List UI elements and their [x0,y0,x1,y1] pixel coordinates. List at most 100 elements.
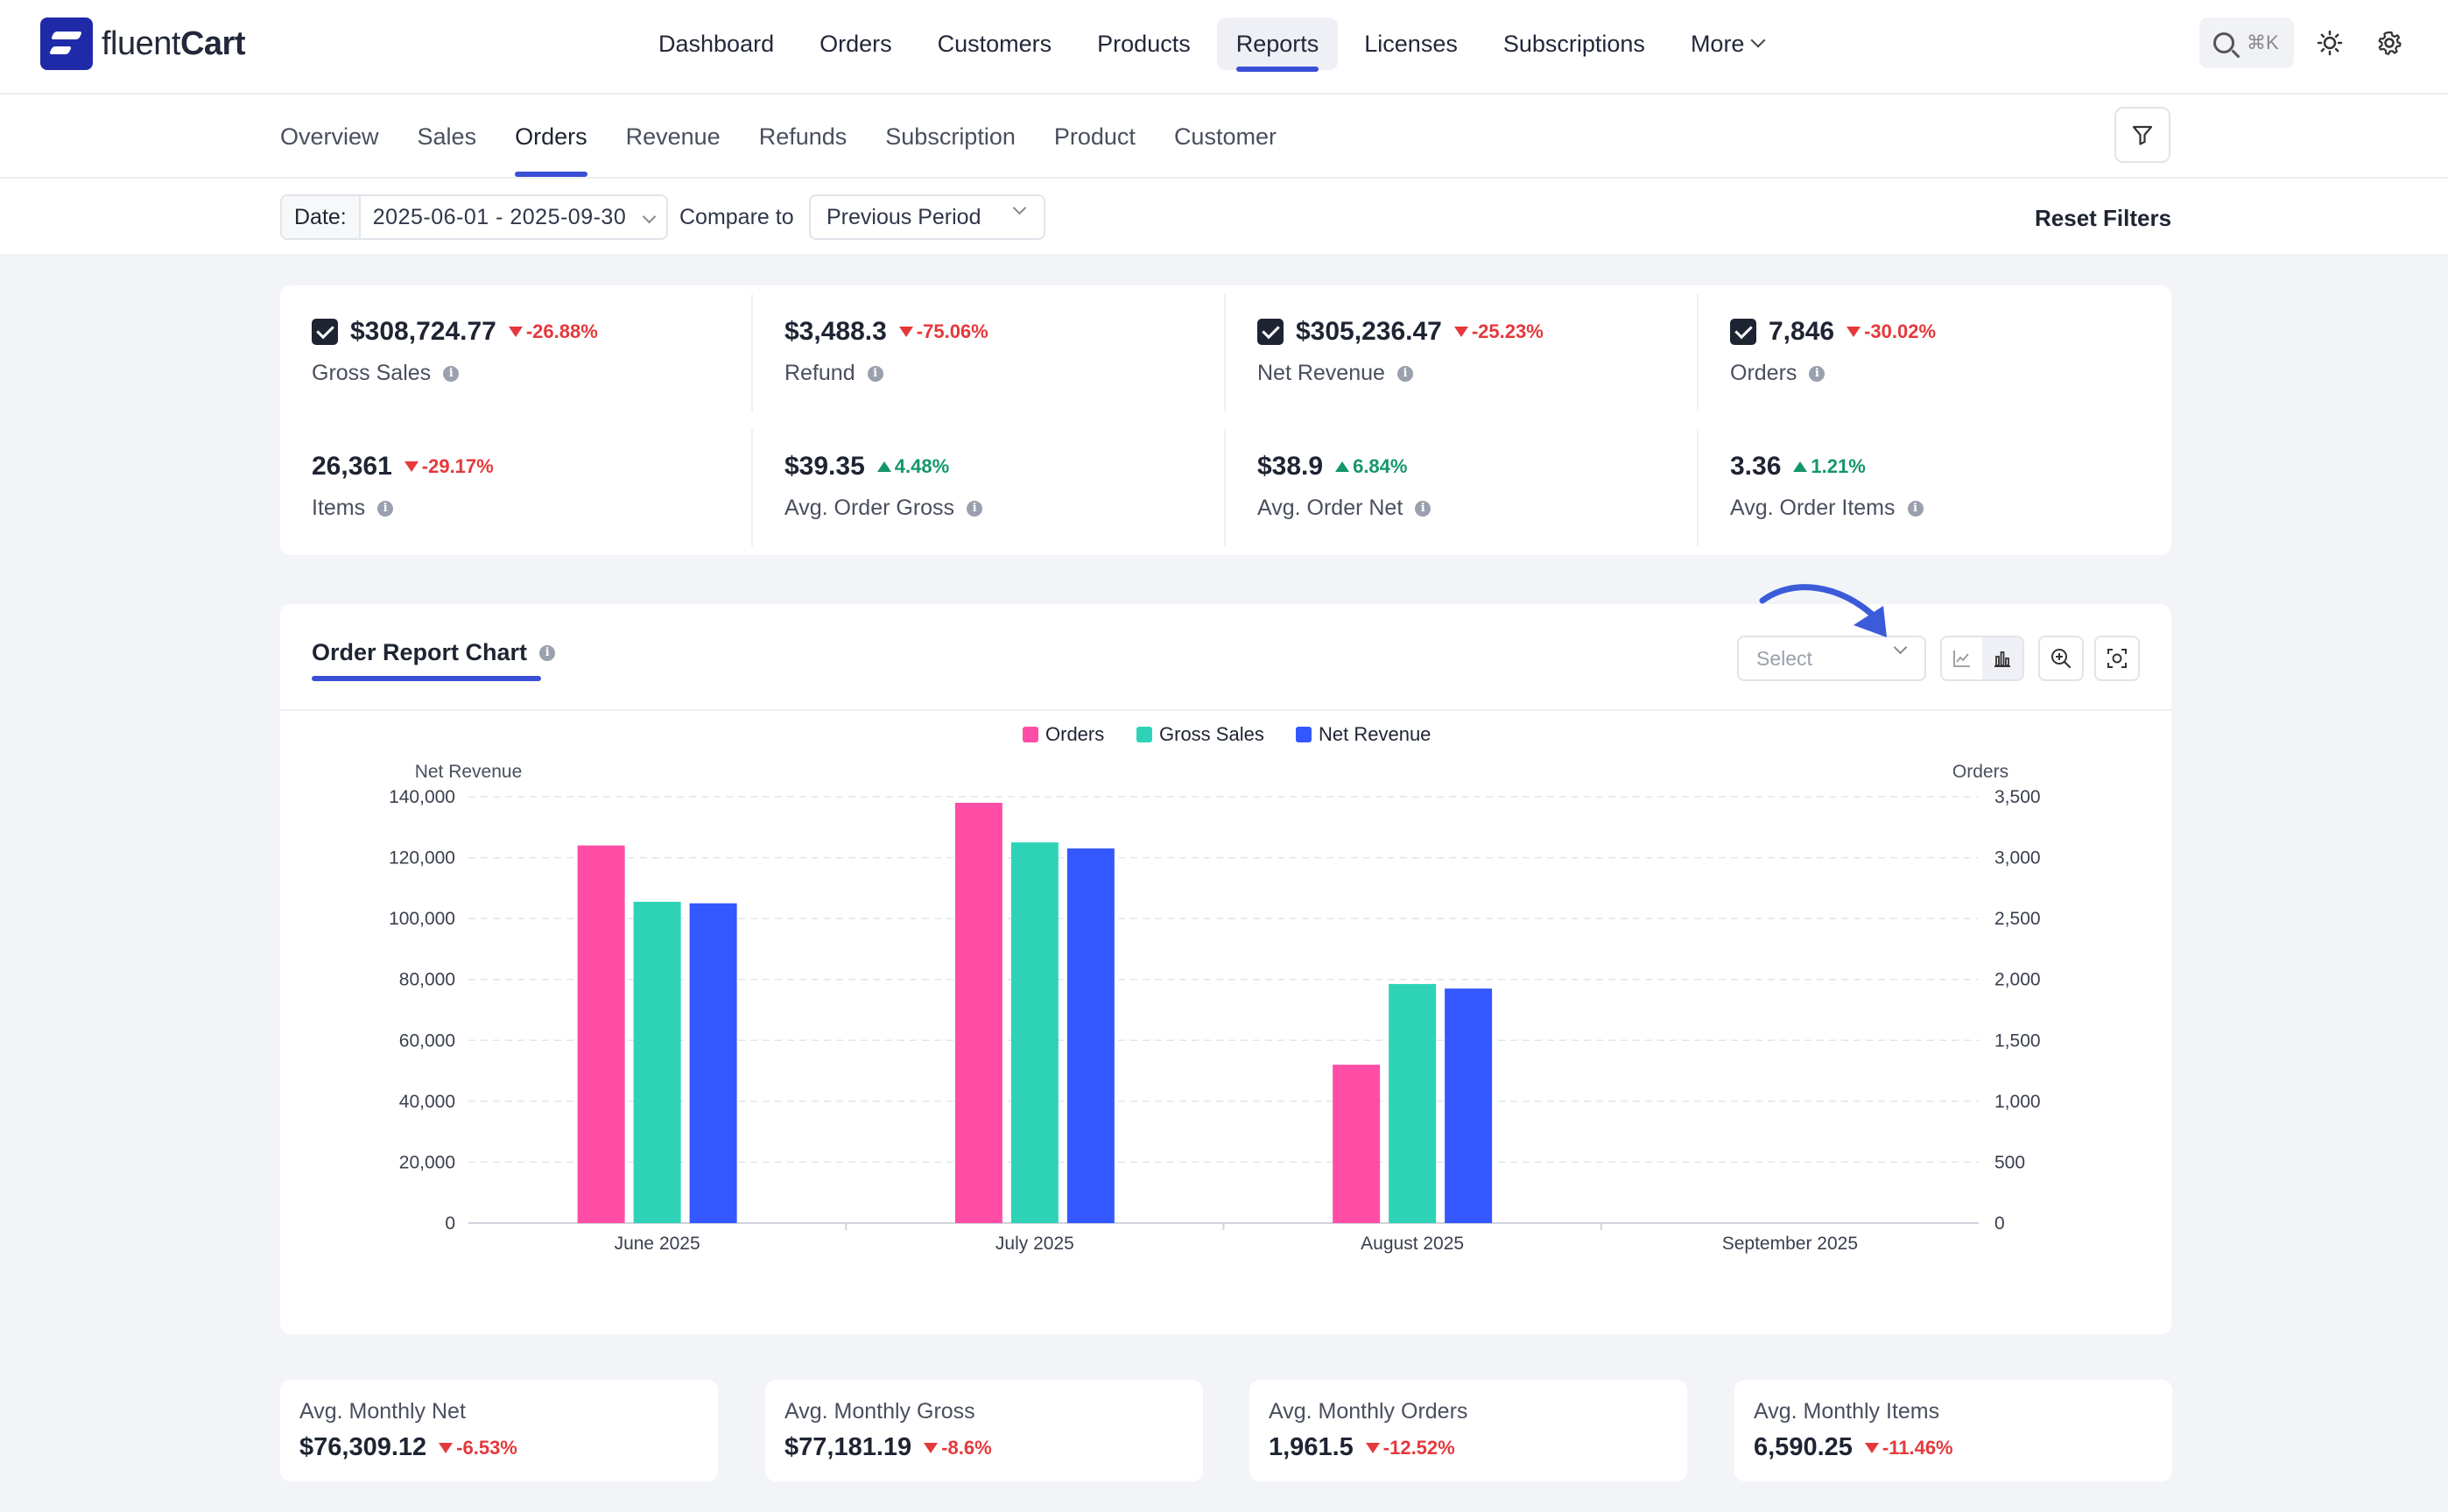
stat-divider [1697,294,1699,411]
y-axis-right-title: Orders [1952,762,2008,782]
nav-orders[interactable]: Orders [820,30,892,57]
y-tick-right: 500 [1994,1152,2025,1172]
nav-products[interactable]: Products [1097,30,1191,57]
stat-change-value: -25.23% [1471,320,1544,342]
nav-more[interactable]: More [1671,18,1783,70]
triangle-down-icon [898,327,913,337]
stat-value: 3.36 [1730,452,1782,481]
stat-change-value: 4.48% [894,455,950,477]
compare-period-value: Previous Period [827,204,981,229]
triangle-up-icon [876,461,891,472]
stat-value: $308,724.77 [350,317,496,346]
stat-value: $38.9 [1257,452,1324,481]
date-range-picker[interactable]: Date: 2025-06-01 - 2025-09-30 [280,194,669,240]
y-tick-left: 80,000 [399,970,455,990]
nav-dashboard[interactable]: Dashboard [658,30,775,57]
stat-label: Items [312,496,366,520]
avg-change: -11.46% [1864,1436,1953,1459]
info-icon[interactable]: i [1396,365,1413,382]
stat-divider [751,294,753,411]
filter-button[interactable] [2114,107,2170,163]
tab-orders[interactable]: Orders [515,95,587,179]
search-button[interactable]: ⌘K [2199,18,2294,68]
checkbox-checked-icon[interactable] [1257,319,1284,345]
chart-type-toggle [1940,636,2024,681]
tab-sales[interactable]: Sales [417,123,477,150]
date-range-text: 2025-06-01 - 2025-09-30 [372,204,627,229]
tab-revenue[interactable]: Revenue [625,123,721,150]
info-icon[interactable]: i [1809,365,1825,382]
tab-refunds[interactable]: Refunds [758,123,848,150]
info-icon[interactable]: i [967,500,983,517]
nav-customers[interactable]: Customers [937,30,1052,57]
stat-change: -29.17% [404,455,494,478]
info-icon[interactable]: i [377,500,394,517]
logo-text: fluentCart [102,25,246,62]
tab-product[interactable]: Product [1053,123,1136,150]
nav-reports[interactable]: Reports [1216,18,1339,72]
stat-orders: 7,846 -30.02% Orders i [1699,285,2171,420]
settings-button[interactable] [2371,25,2408,61]
info-icon[interactable]: i [443,365,460,382]
avg-change-value: -6.53% [456,1436,517,1459]
chart-title[interactable]: Order Report Chart i [312,639,556,666]
stat-gross-sales: $308,724.77 -26.88% Gross Sales i [280,285,753,420]
bar-chart-button[interactable] [1982,637,2022,679]
zoom-button[interactable] [2038,636,2084,681]
stats-summary-card: $308,724.77 -26.88% Gross Sales i $3,488.3 -7… [280,285,2171,555]
stat-change: 1.21% [1793,455,1866,478]
info-icon[interactable]: i [867,365,883,382]
legend-label: Gross Sales [1159,723,1264,745]
chart-metric-select[interactable]: Select [1737,636,1926,681]
bar-net-revenue [1066,848,1115,1223]
chart-title-text: Order Report Chart [312,639,528,665]
triangle-down-icon [404,461,419,472]
zoom-in-icon [2051,649,2072,669]
checkbox-checked-icon[interactable] [312,319,338,345]
fluentcart-logo[interactable]: fluentCart [40,18,246,70]
stat-label: Avg. Order Gross [784,496,955,520]
info-icon[interactable]: i [539,644,556,661]
avg-label: Avg. Monthly Items [1754,1399,1940,1424]
nav-subscriptions[interactable]: Subscriptions [1502,30,1645,57]
gear-icon [2378,31,2402,55]
avg-change: -12.52% [1365,1437,1455,1459]
checkbox-checked-icon[interactable] [1730,319,1756,345]
avg-label: Avg. Monthly Gross [784,1399,975,1424]
reset-filters-button[interactable]: Reset Filters [2035,205,2172,231]
logo-mark-icon [40,18,93,70]
stat-change-value: -30.02% [1864,320,1937,342]
line-chart-button[interactable] [1942,637,1982,679]
theme-toggle[interactable] [2311,25,2348,61]
avg-value: $77,181.19 [784,1433,912,1461]
avg-change-value: -8.6% [941,1436,992,1459]
search-icon [2213,32,2234,53]
nav-licenses[interactable]: Licenses [1364,30,1458,57]
y-tick-right: 3,000 [1994,848,2041,869]
legend-label: Orders [1045,723,1104,745]
stat-label: Refund [784,361,855,385]
tab-customer[interactable]: Customer [1173,123,1277,150]
avg-card-avg-monthly-items: Avg. Monthly Items 6,590.25 -11.46% [1734,1380,2172,1481]
camera-icon [2107,649,2127,668]
reports-subnav: Overview Sales Orders Revenue Refunds Su… [0,95,2448,179]
triangle-down-icon [508,327,523,337]
tab-overview[interactable]: Overview [280,123,379,150]
stat-label: Orders [1730,361,1797,385]
y-axis-left-title: Net Revenue [415,762,523,782]
tab-subscription[interactable]: Subscription [885,123,1016,150]
info-icon[interactable]: i [1907,500,1924,517]
avg-card-avg-monthly-orders: Avg. Monthly Orders 1,961.5 -12.52% [1249,1380,1687,1481]
info-icon[interactable]: i [1415,500,1432,517]
bar-orders [577,845,625,1223]
avg-change-value: -11.46% [1882,1436,1953,1459]
stat-change-value: -26.88% [525,320,598,342]
x-tick-label: July 2025 [995,1234,1074,1254]
bar-net-revenue [689,903,737,1223]
triangle-down-icon [439,1442,454,1453]
date-range-value[interactable]: 2025-06-01 - 2025-09-30 [361,205,666,230]
screenshot-button[interactable] [2094,636,2140,681]
compare-period-select[interactable]: Previous Period [809,194,1045,240]
triangle-down-icon [1453,327,1468,337]
stat-change-value: 1.21% [1811,455,1866,477]
